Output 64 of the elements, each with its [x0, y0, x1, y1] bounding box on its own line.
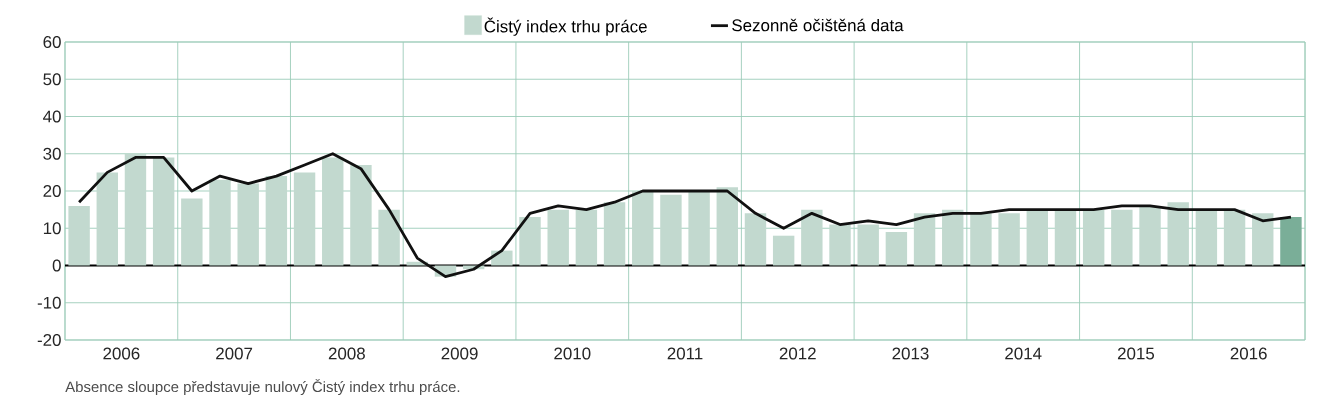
x-tick-label: 2010: [554, 347, 591, 360]
bar: [885, 231, 908, 266]
y-tick-label: 50: [43, 73, 61, 86]
x-tick-label: 2011: [667, 347, 703, 360]
text: Absence sloupce představuje nulový Čistý index trhu práce.: [65, 378, 460, 396]
x-tick-label: 2012: [779, 347, 816, 360]
bar: [350, 164, 372, 266]
y-tick-label: 60: [43, 36, 61, 49]
bar: [829, 224, 851, 266]
y-tick-label: 40: [43, 110, 61, 123]
bar: [293, 172, 316, 266]
bar: [519, 217, 541, 266]
x-tick-label: 2016: [1230, 347, 1267, 360]
x-tick-label: 2009: [441, 347, 478, 360]
bar: [1252, 213, 1274, 266]
bar: [913, 213, 936, 266]
legend-label: Čistý index trhu práce: [484, 17, 647, 36]
x-tick-label: 2013: [892, 347, 929, 360]
bar: [1054, 209, 1077, 266]
bar: [857, 224, 879, 266]
bar: [237, 183, 259, 266]
bar: [96, 172, 118, 266]
bar: [68, 205, 90, 266]
bar: [970, 213, 992, 266]
bar: [378, 209, 400, 266]
bar: [124, 153, 147, 266]
y-tick-label: 0: [52, 259, 61, 272]
bar: [152, 157, 175, 266]
bar: [998, 213, 1020, 266]
y-tick-label: -20: [37, 334, 61, 346]
x-tick-label: 2007: [216, 347, 253, 360]
bar: [632, 191, 654, 266]
bar: [772, 235, 795, 266]
bar: [1195, 209, 1218, 266]
bar: [801, 209, 823, 266]
bar: [603, 202, 626, 266]
x-tick-label: 2008: [328, 347, 365, 360]
bar: [265, 176, 288, 266]
y-tick-label: -10: [37, 296, 61, 309]
y-tick-label: 20: [43, 185, 61, 197]
y-tick-label: 10: [43, 222, 61, 235]
bar: [716, 187, 738, 266]
bar: [1111, 209, 1133, 266]
bar: [1280, 217, 1302, 266]
bar: [1223, 209, 1246, 266]
x-tick-label: 2006: [103, 347, 140, 360]
bar: [744, 213, 767, 266]
bar: [1167, 202, 1189, 266]
bar: [575, 209, 598, 266]
bar: [1082, 209, 1105, 266]
bar: [322, 157, 344, 266]
bar: [688, 191, 710, 266]
y-tick-label: 30: [43, 147, 61, 160]
x-tick-label: 2015: [1117, 347, 1155, 360]
bar: [547, 209, 569, 266]
bar: [491, 250, 513, 266]
bar: [209, 179, 231, 266]
x-tick-label: 2014: [1005, 347, 1042, 360]
bar: [1026, 209, 1049, 266]
bar: [942, 209, 964, 266]
bar: [660, 194, 682, 266]
legend-label: Sezonně očištěná data: [732, 18, 904, 32]
bar: [181, 198, 203, 266]
bar: [1139, 205, 1161, 266]
